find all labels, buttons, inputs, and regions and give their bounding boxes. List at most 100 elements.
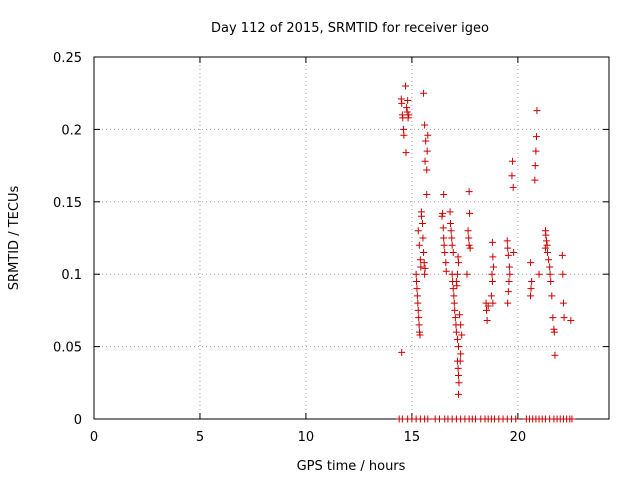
data-point [508, 172, 516, 180]
data-point [405, 111, 413, 119]
data-point [544, 248, 552, 256]
grid [94, 57, 609, 419]
data-point [449, 285, 457, 293]
data-point [455, 390, 463, 398]
y-tick-label: 0.15 [53, 196, 82, 211]
data-point [465, 241, 473, 249]
data-point [449, 248, 457, 256]
data-point [400, 131, 408, 139]
data-point [446, 208, 454, 216]
data-point [455, 379, 463, 387]
data-point [505, 263, 513, 271]
data-point [543, 241, 551, 249]
data-point [439, 224, 447, 232]
data-point [415, 241, 423, 249]
data-point [463, 270, 471, 278]
data-point [414, 227, 422, 235]
y-tick-label: 0 [74, 413, 82, 428]
data-point [547, 277, 555, 285]
data-point [453, 282, 461, 290]
data-point [527, 285, 535, 293]
data-point [509, 183, 517, 191]
data-point [419, 234, 427, 242]
data-point [504, 251, 512, 259]
y-tick-label: 0.2 [61, 123, 82, 138]
data-point [531, 162, 539, 170]
data-points [395, 82, 576, 423]
data-point [415, 314, 423, 322]
data-point [417, 208, 425, 216]
x-axis-label: GPS time / hours [297, 459, 406, 474]
data-point [535, 270, 543, 278]
chart-title: Day 112 of 2015, SRMTID for receiver ige… [211, 21, 489, 36]
data-point [453, 270, 461, 278]
data-point [484, 302, 492, 310]
data-point [416, 256, 424, 264]
data-point [446, 220, 454, 228]
data-point [404, 96, 412, 104]
data-point [421, 157, 429, 165]
data-point [413, 285, 421, 293]
data-point [402, 82, 410, 90]
data-point [424, 415, 432, 423]
data-point [413, 292, 421, 300]
data-point [457, 321, 465, 329]
data-point [504, 288, 512, 296]
data-point [489, 263, 497, 271]
data-point [504, 299, 512, 307]
data-point [549, 314, 557, 322]
data-point [504, 244, 512, 252]
data-point [465, 234, 473, 242]
data-point [455, 343, 463, 351]
data-point [559, 299, 567, 307]
data-point [415, 321, 423, 329]
axis-ticks: 0 5 10 15 20 0 0.05 0.1 0.15 0.2 0.25 [53, 51, 609, 445]
data-point [403, 104, 411, 112]
data-point [548, 292, 556, 300]
y-tick-label: 0.05 [53, 341, 82, 356]
data-point [533, 133, 541, 141]
data-point [414, 306, 422, 314]
data-point [488, 238, 496, 246]
data-point [458, 331, 466, 339]
x-tick-label: 5 [196, 430, 204, 445]
data-point [532, 147, 540, 155]
data-point [448, 241, 456, 249]
data-point [421, 121, 429, 129]
data-point [403, 108, 411, 116]
data-point [509, 157, 517, 165]
data-point [483, 317, 491, 325]
data-point [450, 299, 458, 307]
data-point [454, 364, 462, 372]
y-tick-label: 0.1 [61, 268, 82, 283]
data-point [528, 277, 536, 285]
data-point [447, 227, 455, 235]
data-point [464, 227, 472, 235]
data-point [559, 270, 567, 278]
data-point [560, 314, 568, 322]
data-point [488, 270, 496, 278]
data-point [404, 114, 412, 122]
data-point [455, 372, 463, 380]
data-point [546, 270, 554, 278]
data-point [531, 176, 539, 184]
data-point [456, 311, 464, 319]
data-point [483, 306, 491, 314]
y-tick-label: 0.25 [53, 51, 82, 66]
x-tick-label: 0 [90, 430, 98, 445]
data-point [451, 306, 459, 314]
data-point [442, 267, 450, 275]
x-tick-label: 20 [510, 430, 527, 445]
data-point [503, 237, 511, 245]
data-point [457, 350, 465, 358]
data-point [489, 253, 497, 261]
data-point [440, 191, 448, 199]
data-point [551, 351, 559, 359]
x-tick-label: 15 [404, 430, 421, 445]
x-tick-label: 10 [298, 430, 315, 445]
data-point [421, 264, 429, 272]
data-point [512, 415, 520, 423]
data-point [550, 328, 558, 336]
data-point [414, 299, 422, 307]
